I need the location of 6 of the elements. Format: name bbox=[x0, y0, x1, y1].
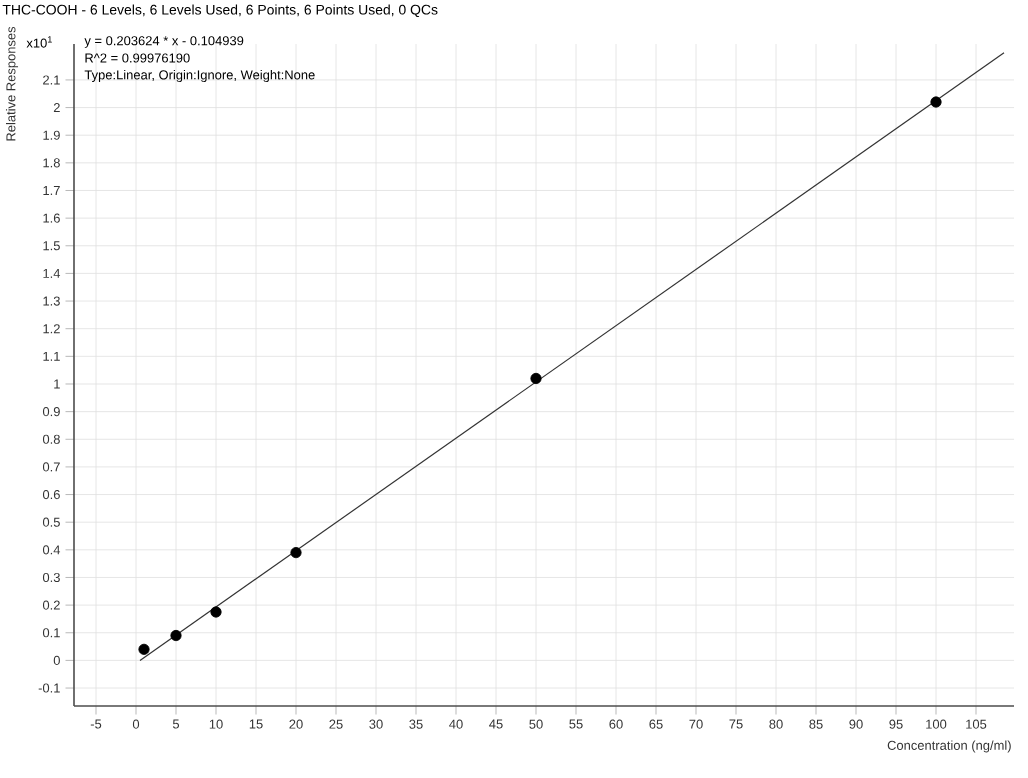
point bbox=[530, 372, 542, 385]
point bbox=[170, 629, 182, 642]
point bbox=[210, 606, 222, 618]
point bbox=[138, 643, 150, 655]
point bbox=[290, 547, 302, 559]
point bbox=[930, 96, 942, 108]
